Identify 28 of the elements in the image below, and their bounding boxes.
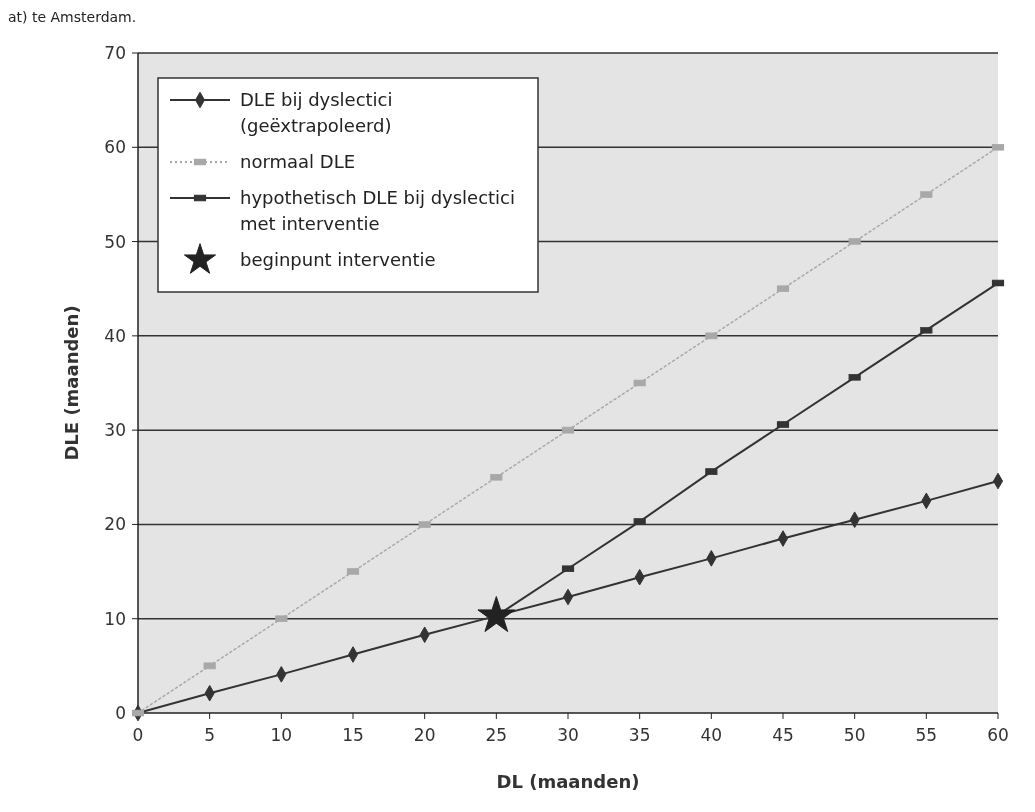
legend-label: beginpunt interventie (240, 249, 436, 271)
y-tick-label: 30 (104, 420, 126, 441)
y-tick-label: 0 (115, 702, 126, 723)
y-tick-label: 20 (104, 514, 126, 535)
x-tick-label: 50 (843, 725, 866, 745)
x-tick-label: 0 (132, 725, 144, 745)
legend-label: normaal DLE (240, 151, 356, 173)
y-axis-title: DLE (maanden) (61, 305, 82, 461)
y-tick-label: 10 (104, 608, 126, 629)
x-axis-title: DL (maanden) (496, 771, 640, 792)
y-tick-label: 50 (104, 231, 126, 252)
x-tick-label: 40 (700, 725, 723, 745)
legend-label: DLE bij dyslectici (geëxtrapoleerd) (240, 89, 393, 137)
y-tick-label: 70 (104, 42, 126, 63)
x-tick-label: 35 (628, 725, 651, 745)
y-tick-label: 60 (104, 137, 126, 158)
x-tick-label: 60 (987, 725, 1009, 745)
x-tick-label: 10 (270, 725, 293, 745)
text: at) te Amsterdam. (8, 9, 137, 25)
x-tick-label: 55 (915, 725, 938, 745)
x-tick-label: 20 (413, 725, 436, 745)
y-tick-label: 40 (104, 325, 126, 346)
x-tick-label: 30 (557, 725, 579, 745)
legend-label: hypothetisch DLE bij dyslectici met interventie (240, 187, 516, 235)
x-tick-label: 5 (204, 725, 216, 745)
x-tick-label: 45 (772, 725, 794, 745)
x-tick-label: 25 (485, 725, 508, 745)
x-tick-label: 15 (342, 725, 364, 745)
